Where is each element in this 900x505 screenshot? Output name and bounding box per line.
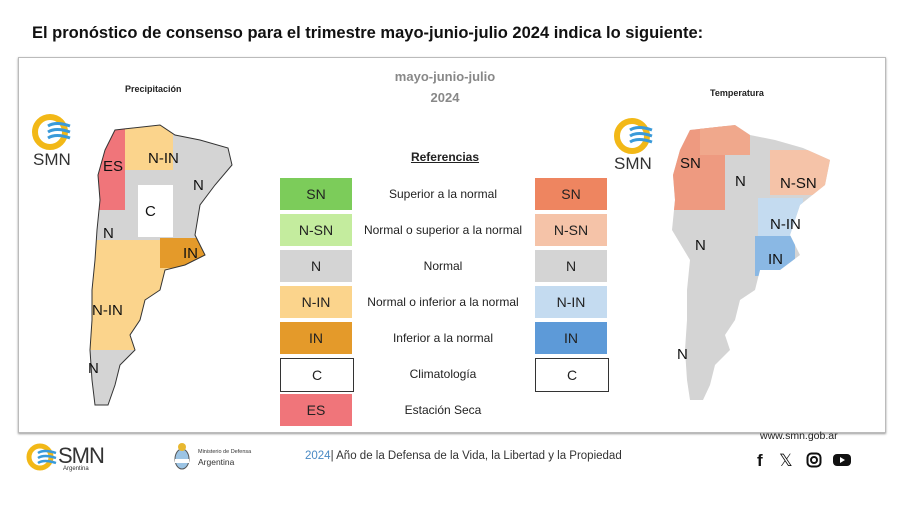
map-label: N-IN bbox=[770, 216, 801, 233]
smn-logo-text: SMN bbox=[33, 150, 71, 169]
map-label: N-IN bbox=[148, 150, 179, 167]
legend-description: Normal o superior a la normal bbox=[363, 223, 523, 237]
map-label: ES bbox=[103, 158, 124, 175]
map-label: N-SN bbox=[780, 175, 817, 192]
coat-of-arms-icon bbox=[174, 443, 190, 470]
map-label: N bbox=[735, 173, 746, 190]
footer-motto: 2024| Año de la Defensa de la Vida, la L… bbox=[305, 450, 622, 462]
footer-year: 2024 bbox=[305, 450, 331, 462]
map-label: N bbox=[193, 177, 204, 194]
legend-description: Normal o inferior a la normal bbox=[367, 295, 519, 309]
website-link[interactable]: www.smn.gob.ar bbox=[760, 430, 838, 442]
legend-description: Superior a la normal bbox=[388, 187, 498, 201]
period-heading: mayo-junio-julio 2024 bbox=[350, 66, 540, 108]
ministry-line2: Argentina bbox=[198, 457, 235, 467]
page-title: El pronóstico de consenso para el trimes… bbox=[32, 24, 704, 42]
legend-temp-swatch: SN bbox=[535, 178, 607, 210]
footer-motto-text: | Año de la Defensa de la Vida, la Liber… bbox=[330, 450, 622, 462]
temp-map-title: Temperatura bbox=[710, 88, 764, 98]
region-n-in bbox=[125, 125, 173, 170]
map-label: N-IN bbox=[92, 302, 123, 319]
smn-footer-logo-icon bbox=[26, 443, 57, 471]
legend-precip-swatch: ES bbox=[280, 394, 352, 426]
legend-temp-swatch: N-SN bbox=[535, 214, 607, 246]
instagram-icon[interactable] bbox=[806, 452, 822, 468]
youtube-icon[interactable] bbox=[833, 453, 851, 467]
map-label: N bbox=[88, 360, 99, 377]
facebook-icon[interactable]: f bbox=[757, 451, 763, 470]
forecast-panel bbox=[18, 57, 886, 433]
footer-smn: SMN bbox=[58, 443, 105, 468]
region-sn bbox=[700, 125, 750, 155]
smn-logo-icon bbox=[32, 114, 71, 150]
map-label: C bbox=[145, 203, 156, 220]
region-n-in-south bbox=[90, 240, 170, 350]
map-label: IN bbox=[183, 245, 198, 262]
precip-map-title: Precipitación bbox=[125, 84, 182, 94]
legend-description: Estación Seca bbox=[404, 403, 482, 417]
map-label: IN bbox=[768, 251, 783, 268]
footer-smn-sub: Argentina bbox=[63, 466, 89, 472]
smn-logo-text: SMN bbox=[614, 154, 652, 173]
map-label: N bbox=[103, 225, 114, 242]
legend-description: Normal bbox=[423, 259, 463, 273]
legend-temp-swatch: C bbox=[535, 358, 609, 392]
map-label: N bbox=[695, 237, 706, 254]
legend-precip-swatch: C bbox=[280, 358, 354, 392]
legend-precip-swatch: N-SN bbox=[280, 214, 352, 246]
map-label: SN bbox=[680, 155, 701, 172]
legend-precip-swatch: N bbox=[280, 250, 352, 282]
x-icon[interactable]: 𝕏 bbox=[779, 451, 793, 470]
legend-temp-swatch: N-IN bbox=[535, 286, 607, 318]
region-c bbox=[138, 185, 173, 237]
legend-precip-swatch: SN bbox=[280, 178, 352, 210]
region-n-sn bbox=[770, 150, 830, 195]
legend-precip-swatch: IN bbox=[280, 322, 352, 354]
period-months: mayo-junio-julio bbox=[394, 69, 496, 84]
legend-temp-swatch: N bbox=[535, 250, 607, 282]
smn-logo-icon bbox=[614, 118, 653, 154]
legend-title: Referencias bbox=[410, 150, 480, 164]
ministry-line1: Ministerio de Defensa bbox=[198, 449, 252, 455]
legend-precip-swatch: N-IN bbox=[280, 286, 352, 318]
legend-description: Inferior a la normal bbox=[392, 331, 494, 345]
legend-temp-swatch: IN bbox=[535, 322, 607, 354]
map-label: N bbox=[677, 346, 688, 363]
period-year: 2024 bbox=[430, 90, 460, 105]
legend-description: Climatología bbox=[409, 367, 477, 381]
